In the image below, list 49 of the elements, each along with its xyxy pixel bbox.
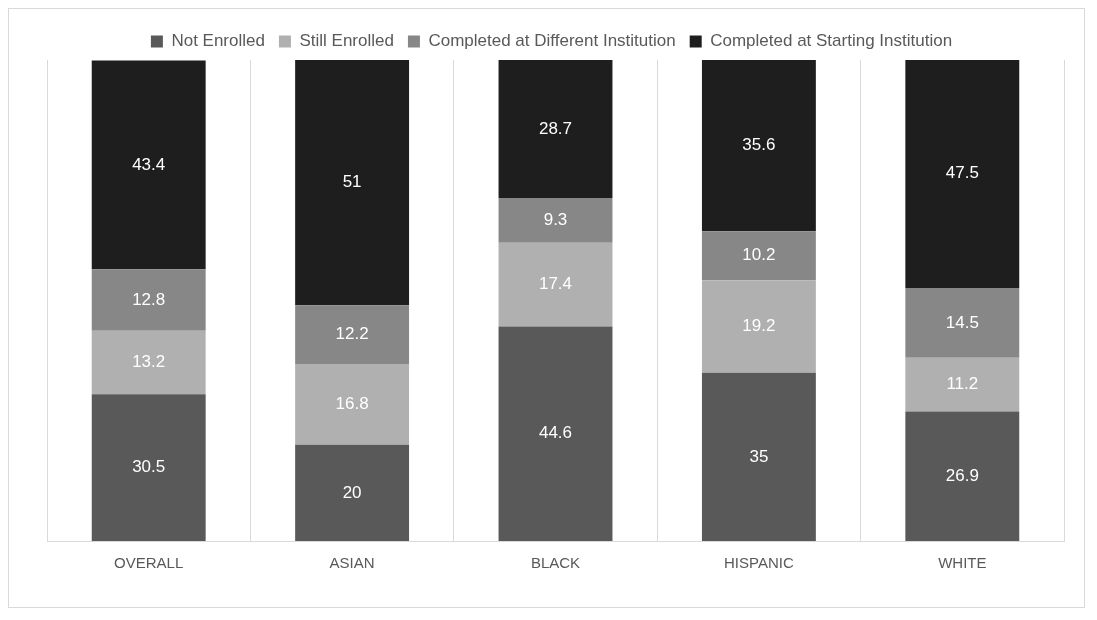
data-label: 10.2 (742, 245, 776, 265)
data-label: 11.2 (946, 374, 979, 394)
bar (91, 60, 206, 270)
legend-label: Still Enrolled (299, 31, 394, 51)
bar (905, 411, 1020, 541)
bar (91, 269, 206, 331)
data-label: 12.8 (132, 289, 166, 309)
bar (91, 330, 206, 395)
data-label: 17.4 (538, 274, 573, 294)
data-label: 44.6 (538, 423, 573, 443)
x-tick-label: HISPANIC (724, 554, 794, 572)
bar (498, 60, 613, 199)
bar (701, 60, 816, 232)
bar (295, 363, 410, 445)
legend-label: Completed at Different Institution (428, 31, 676, 51)
x-tick-label: WHITE (938, 554, 987, 572)
bar (498, 326, 613, 541)
data-label: 14.5 (945, 312, 979, 332)
bar (905, 60, 1020, 288)
bar (498, 198, 613, 243)
legend-label: Not Enrolled (171, 31, 265, 51)
data-label: 35 (749, 446, 769, 466)
data-label: 16.8 (335, 394, 369, 414)
bar (498, 242, 613, 327)
bar (701, 372, 816, 541)
bar (295, 305, 410, 364)
data-label: 35.6 (742, 135, 776, 155)
data-label: 13.2 (132, 352, 166, 372)
data-label: 51 (342, 172, 362, 192)
bar (701, 231, 816, 281)
data-label: 19.2 (742, 316, 776, 336)
data-label: 28.7 (538, 118, 573, 138)
data-label: 9.3 (543, 210, 568, 230)
data-label: 47.5 (945, 163, 979, 183)
data-label: 43.4 (132, 154, 166, 174)
data-label: 12.2 (335, 324, 369, 344)
data-label: 20 (342, 482, 362, 502)
x-tick-label: BLACK (530, 554, 581, 572)
bar (905, 287, 1020, 358)
x-tick-label: OVERALL (114, 554, 184, 572)
x-tick-label: ASIAN (329, 554, 375, 572)
legend-label: Completed at Starting Institution (710, 31, 953, 51)
bar (905, 357, 1020, 412)
bar (701, 280, 816, 373)
data-label: 26.9 (945, 465, 979, 485)
bar (295, 444, 410, 541)
bar (295, 60, 410, 306)
data-label: 30.5 (132, 457, 166, 477)
bar (91, 394, 206, 541)
